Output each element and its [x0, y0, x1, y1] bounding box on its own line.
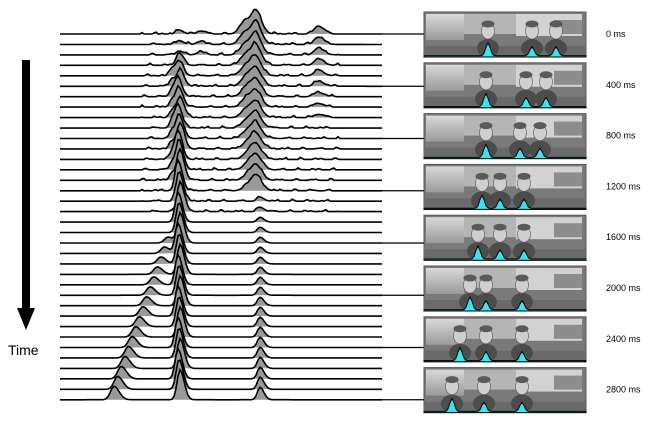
trace-fill: [60, 212, 382, 243]
waterfall-traces: [60, 8, 382, 401]
time-axis-label: Time: [8, 342, 39, 358]
peak-overlay: [423, 397, 587, 414]
trace-line: [60, 202, 382, 234]
trace-fill: [60, 266, 382, 296]
trace-line: [60, 305, 382, 338]
trace-line: [60, 74, 382, 98]
trace-line: [60, 147, 382, 182]
trace-fill: [60, 297, 382, 327]
trace-line: [60, 54, 382, 77]
trace-line: [60, 113, 382, 140]
trace-fill: [60, 338, 382, 369]
peak-overlay: [423, 41, 587, 58]
trace-fill: [60, 254, 382, 285]
video-frame-3: 1200 ms: [382, 163, 641, 210]
trace-line: [60, 367, 382, 401]
trace-fill: [60, 203, 382, 233]
trace-line: [60, 265, 382, 297]
trace-fill: [60, 317, 382, 348]
video-frame-thumbnails: 0 ms 400 ms 800 ms 1200 ms 1600 ms 2000 ms 240…: [382, 11, 641, 414]
trace-line: [60, 233, 382, 265]
trace-fill: [60, 19, 382, 45]
trace-fill: [60, 130, 382, 160]
video-frame-6: 2400 ms: [382, 316, 641, 363]
trace-line: [60, 190, 382, 223]
trace-fill: [60, 149, 382, 181]
trace-fill: [60, 234, 382, 264]
trace-line: [60, 179, 382, 213]
video-frame-5: 2000 ms: [382, 265, 641, 312]
trace-fill: [60, 286, 382, 317]
trace-line: [60, 18, 382, 46]
peak-overlay: [423, 244, 587, 261]
time-label-7: 2800 ms: [606, 385, 641, 395]
trace-fill: [60, 160, 382, 191]
trace-fill: [60, 244, 382, 275]
video-frame-1: 400 ms: [382, 62, 636, 109]
trace-line: [60, 40, 382, 67]
trace-line: [60, 94, 382, 119]
trace-line: [60, 359, 382, 391]
trace-fill: [60, 328, 382, 358]
video-frame-0: 0 ms: [382, 11, 626, 58]
trace-line: [60, 8, 382, 35]
trace-line: [60, 242, 382, 276]
trace-line: [60, 138, 382, 171]
trace-line: [60, 273, 382, 307]
time-label-5: 2000 ms: [606, 283, 641, 293]
trace-line: [60, 346, 382, 380]
trace-line: [60, 252, 382, 286]
trace-line: [60, 102, 382, 129]
trace-line: [60, 315, 382, 349]
time-label-3: 1200 ms: [606, 181, 641, 191]
peak-overlay: [423, 193, 587, 210]
trace-line: [60, 327, 382, 359]
time-label-2: 800 ms: [606, 131, 636, 141]
time-arrow: [17, 60, 35, 330]
trace-line: [60, 158, 382, 192]
trace-line: [60, 284, 382, 317]
video-frame-4: 1600 ms: [382, 214, 641, 261]
peak-overlay: [423, 346, 587, 363]
trace-fill: [60, 223, 382, 254]
time-label-1: 400 ms: [606, 80, 636, 90]
trace-fill: [60, 307, 382, 337]
trace-line: [60, 210, 382, 244]
trace-fill: [60, 139, 382, 170]
time-label-4: 1600 ms: [606, 232, 641, 242]
trace-line: [60, 84, 382, 108]
time-label-0: 0 ms: [606, 29, 626, 39]
trace-fill: [60, 172, 382, 202]
trace-fill: [60, 9, 382, 34]
trace-line: [60, 121, 382, 150]
trace-line: [60, 221, 382, 255]
peak-overlay: [423, 295, 587, 312]
trace-line: [60, 171, 382, 203]
trace-fill: [60, 348, 382, 379]
trace-line: [60, 65, 382, 88]
trace-fill: [60, 275, 382, 306]
trace-line: [60, 128, 382, 161]
trace-line: [60, 296, 382, 328]
peak-overlay: [423, 92, 587, 109]
trace-fill: [60, 360, 382, 390]
trace-line: [60, 29, 382, 56]
trace-fill: [60, 181, 382, 212]
peak-overlay: [423, 143, 587, 160]
video-frame-7: 2800 ms: [382, 367, 641, 414]
trace-fill: [60, 192, 382, 223]
time-label-6: 2400 ms: [606, 334, 641, 344]
trace-line: [60, 336, 382, 370]
video-frame-2: 800 ms: [382, 113, 636, 160]
